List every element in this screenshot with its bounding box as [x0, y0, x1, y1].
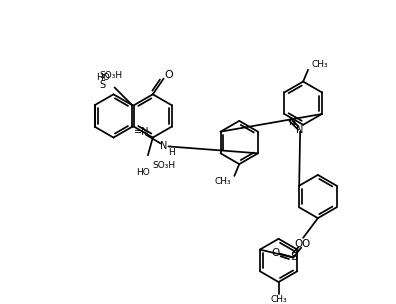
Text: SO₃H: SO₃H [153, 161, 176, 170]
Text: O: O [164, 70, 173, 80]
Text: S: S [100, 80, 106, 89]
Text: N: N [297, 125, 304, 135]
Text: HO: HO [136, 168, 150, 178]
Text: HO: HO [96, 73, 110, 82]
Text: SO₃H: SO₃H [99, 71, 122, 80]
Text: CH₃: CH₃ [215, 177, 231, 186]
Text: H: H [168, 148, 175, 157]
Text: S: S [290, 252, 297, 262]
Text: CH₃: CH₃ [270, 295, 287, 304]
Text: O: O [272, 247, 280, 257]
Text: O: O [294, 239, 303, 249]
Text: O: O [301, 239, 309, 249]
Text: CH₃: CH₃ [311, 60, 327, 69]
Text: =N: =N [134, 127, 150, 137]
Text: N: N [289, 117, 296, 127]
Text: N: N [160, 141, 167, 151]
